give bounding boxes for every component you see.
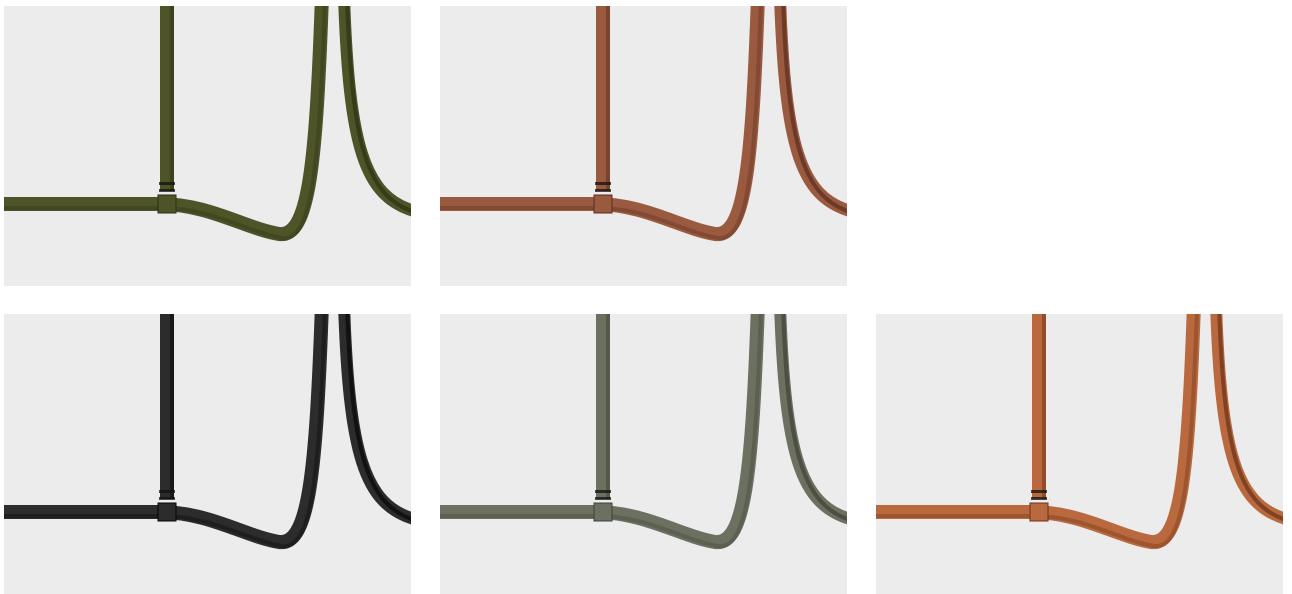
joint-ring: [159, 490, 175, 493]
joint-ring: [159, 497, 175, 500]
vertical-pipe-shade: [170, 314, 174, 499]
vertical-pipe-shade: [606, 6, 610, 191]
pipe-artwork: [440, 314, 847, 550]
pipe-joint: [1029, 502, 1049, 522]
joint-ring: [595, 182, 611, 185]
main-pipe: [4, 314, 329, 550]
main-pipe: [440, 6, 765, 242]
main-pipe-shade: [4, 6, 327, 241]
main-pipe: [4, 6, 329, 242]
pipe-tile-copper: [440, 6, 847, 286]
tail-pipe-shade: [1217, 314, 1283, 521]
main-pipe-shade: [440, 314, 763, 549]
pipe-artwork: [4, 314, 411, 550]
joint-ring: [1031, 490, 1047, 493]
tail-pipe-shade: [345, 314, 411, 521]
empty-tile: [876, 6, 1283, 286]
joint-ring: [159, 182, 175, 185]
main-pipe: [876, 314, 1201, 550]
joint-ring: [159, 189, 175, 192]
pipe-joint: [593, 502, 613, 522]
main-pipe-shade: [440, 6, 763, 241]
vertical-pipe-shade: [1042, 314, 1046, 499]
pipe-artwork: [876, 314, 1283, 550]
joint-ring: [1031, 497, 1047, 500]
pipe-joint: [157, 502, 177, 522]
pipe-artwork: [440, 6, 847, 242]
pipe-joint: [593, 194, 613, 214]
main-pipe: [440, 314, 765, 550]
pipe-artwork: [4, 6, 411, 242]
pipe-tile-olive: [4, 6, 411, 286]
joint-ring: [595, 189, 611, 192]
vertical-pipe-shade: [170, 6, 174, 191]
vertical-pipe-shade: [606, 314, 610, 499]
pipe-tile-black: [4, 314, 411, 594]
joint-ring: [595, 490, 611, 493]
tail-pipe-shade: [345, 6, 411, 213]
tail-pipe-shade: [781, 314, 847, 521]
tail-pipe-shade: [781, 6, 847, 213]
main-pipe-shade: [876, 314, 1199, 549]
pipe-joint: [157, 194, 177, 214]
pipe-tile-orange: [876, 314, 1283, 594]
pipe-tile-sage: [440, 314, 847, 594]
joint-ring: [595, 497, 611, 500]
main-pipe-shade: [4, 314, 327, 549]
